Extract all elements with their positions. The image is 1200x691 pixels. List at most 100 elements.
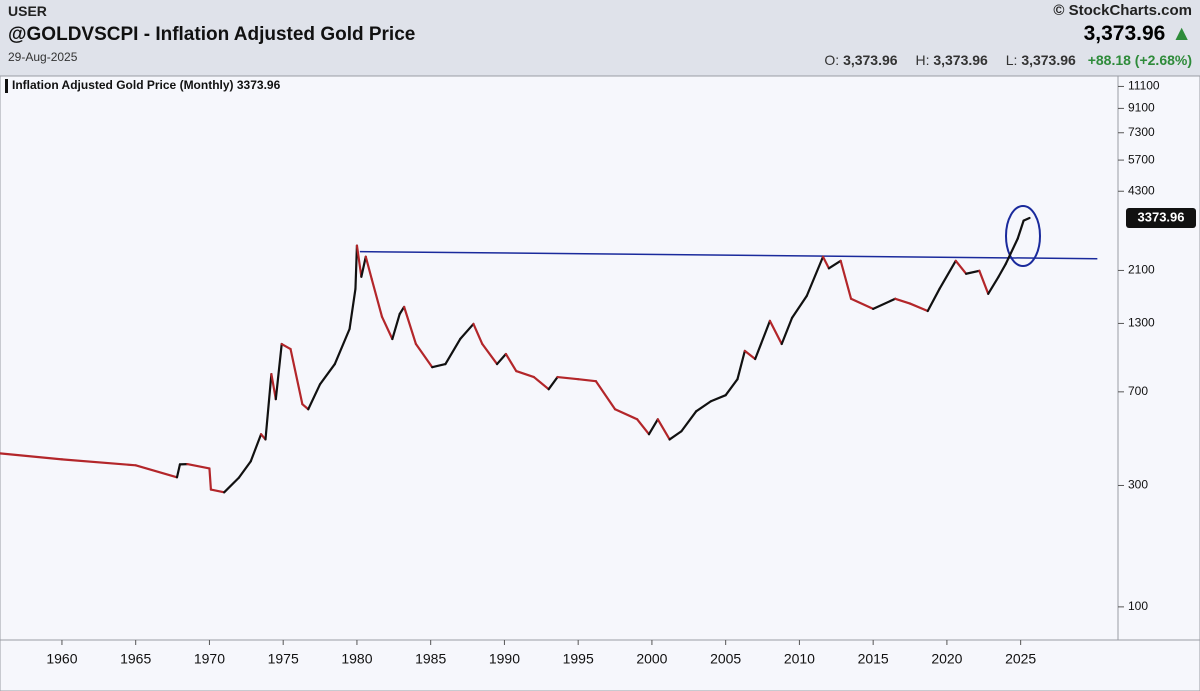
price-segment — [431, 362, 447, 369]
price-segment — [280, 342, 292, 351]
price-segment — [668, 430, 683, 441]
legend-label: Inflation Adjusted Gold Price (Monthly) … — [12, 78, 281, 92]
price-segment — [264, 372, 273, 441]
x-tick-label: 1980 — [341, 651, 372, 667]
price-segment — [333, 327, 351, 366]
price-segment — [724, 378, 739, 397]
price-segment — [391, 312, 401, 341]
open: 3,373.96 — [843, 52, 898, 68]
price-segment — [444, 337, 462, 366]
price-segment — [954, 259, 968, 275]
brand: © StockCharts.com — [1053, 2, 1192, 19]
plot-area — [0, 75, 1119, 641]
price-segment — [403, 305, 418, 346]
user: USER — [8, 3, 47, 19]
y-tick-label: 9100 — [1128, 101, 1155, 115]
y-tick-label: 7300 — [1128, 125, 1155, 139]
price-segment — [364, 255, 373, 280]
price-segment — [1004, 237, 1019, 265]
price-segment — [978, 269, 990, 295]
change: +88.18 (+2.68%) — [1087, 52, 1192, 68]
price-segment — [872, 297, 897, 310]
price-segment — [360, 255, 367, 278]
price-segment — [656, 418, 671, 441]
x-tick-label: 1970 — [194, 651, 225, 667]
price-segment — [695, 400, 713, 413]
price-segment — [926, 287, 941, 313]
last-value-box — [1126, 208, 1196, 229]
price-segment — [301, 403, 310, 411]
price-segment — [307, 383, 322, 411]
open-label: O: — [824, 52, 840, 68]
y-tick-label: 1300 — [1128, 316, 1155, 330]
price-segment — [754, 319, 772, 361]
price-segment — [532, 375, 550, 391]
x-tick-label: 2015 — [858, 651, 889, 667]
price-segment — [577, 378, 597, 383]
price-segment — [175, 463, 182, 479]
price-segment — [270, 372, 277, 401]
y-tick-label: 100 — [1128, 599, 1148, 613]
x-tick-label: 2010 — [784, 651, 815, 667]
low-label: L: — [1005, 52, 1018, 68]
x-tick-label: 1960 — [46, 651, 77, 667]
price-segment — [594, 380, 617, 411]
price-segment — [370, 277, 384, 318]
price-segment — [647, 418, 659, 436]
price-segment — [736, 349, 746, 381]
legend-swatch — [5, 79, 8, 93]
price-segment — [556, 375, 580, 381]
price-segment — [938, 259, 957, 290]
price-segment — [613, 408, 639, 421]
price-segment — [380, 315, 394, 341]
price-segment — [459, 322, 475, 341]
price-segment — [547, 375, 559, 391]
price-segment — [849, 297, 875, 310]
price-segment — [223, 476, 241, 494]
x-tick-label: 2005 — [710, 651, 741, 667]
y-tick-label: 4300 — [1128, 183, 1155, 197]
ohlc: O: 3,373.96 H: 3,373.96 L: 3,373.96 +88.… — [824, 52, 1192, 68]
price-segment — [827, 259, 842, 270]
price-segment — [504, 352, 518, 373]
low: 3,373.96 — [1021, 52, 1076, 68]
x-tick-label: 1995 — [563, 651, 594, 667]
high-label: H: — [915, 52, 930, 68]
high: 3,373.96 — [933, 52, 988, 68]
y-tick-label: 5700 — [1128, 152, 1155, 166]
price-segment — [680, 410, 698, 433]
y-axis-area — [1117, 75, 1200, 641]
price-segment — [186, 463, 211, 470]
last-value-label: 3373.96 — [1138, 209, 1185, 224]
y-tick-label: 11100 — [1128, 79, 1160, 93]
price-box: 3,373.96 ▲ — [1084, 22, 1192, 46]
price-segment — [805, 255, 825, 297]
date: 29-Aug-2025 — [8, 50, 78, 64]
price-segment — [636, 418, 651, 436]
price-segment — [515, 369, 536, 379]
y-tick-label: 300 — [1128, 478, 1148, 492]
price-segment — [209, 488, 226, 494]
x-tick-label: 1965 — [120, 651, 151, 667]
price-segment — [274, 342, 283, 401]
header: USER @GOLDVSCPI - Inflation Adjusted Gol… — [0, 0, 1200, 76]
price-segment — [355, 244, 363, 278]
price-segment — [495, 352, 508, 366]
price-segment — [780, 316, 794, 346]
x-tick-label: 2020 — [931, 651, 962, 667]
price-segment — [348, 287, 357, 331]
price-segment — [472, 322, 484, 346]
price-segment — [249, 433, 263, 463]
x-tick-label: 2000 — [636, 651, 667, 667]
price-segment — [790, 294, 808, 319]
price-segment — [768, 319, 783, 346]
price-segment — [481, 342, 499, 366]
price-segment — [821, 255, 831, 270]
x-axis-area — [0, 639, 1200, 691]
price-segment — [987, 275, 1000, 295]
price-segment — [997, 262, 1008, 278]
x-tick-label: 1985 — [415, 651, 446, 667]
price: 3,373.96 — [1083, 22, 1166, 45]
